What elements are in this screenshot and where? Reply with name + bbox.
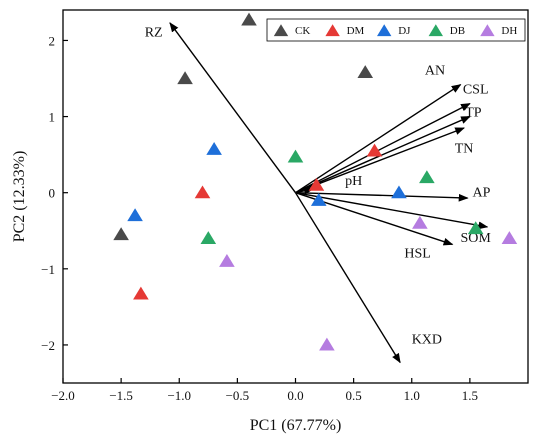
loading-arrow-som: [295, 192, 489, 230]
x-axis-label: PC1 (67.77%): [250, 417, 342, 434]
legend-label-dh: DH: [501, 25, 517, 37]
legend-label-ck: CK: [295, 25, 310, 37]
y-tick-label: −2: [41, 338, 55, 353]
loading-arrow-tp: [295, 115, 471, 194]
point-dj: [206, 142, 222, 155]
loading-arrow-kxd: [294, 192, 401, 364]
point-dj: [391, 185, 407, 199]
axis-ticks: −2.0 −1.5 −1.0 −0.5 0.0 0.5 1.0 1.5 −2 −1 0 1 2: [41, 33, 478, 403]
point-dj: [310, 193, 327, 206]
point-ck: [177, 71, 193, 85]
loading-label-rz: RZ: [145, 26, 163, 41]
loading-label-ap: AP: [473, 186, 491, 201]
loading-arrows: RZ AN CSL TP TN pH AP SOM HSL KXD: [145, 22, 492, 364]
legend-marker-dj: [377, 24, 392, 37]
point-ck: [241, 12, 257, 26]
point-dh: [319, 337, 335, 351]
y-tick-label: −1: [41, 262, 55, 277]
legend-label-db: DB: [450, 25, 465, 37]
x-tick-label: 1.5: [462, 388, 478, 403]
point-dm: [366, 143, 383, 157]
x-tick-label: 0.5: [346, 388, 362, 403]
point-dj: [127, 208, 143, 222]
plot-frame: [62, 9, 529, 384]
legend-marker-dm: [325, 24, 340, 37]
y-tick-label: 0: [49, 186, 56, 201]
loading-label-an: AN: [425, 64, 445, 79]
x-tick-label: 1.0: [404, 388, 420, 403]
point-db: [200, 231, 217, 244]
loading-label-tn: TN: [455, 141, 474, 156]
legend: CK DM DJ DB DH: [266, 18, 526, 42]
legend-marker-ck: [273, 24, 289, 37]
point-dh: [219, 253, 235, 267]
y-tick-label: 1: [49, 110, 56, 125]
loading-label-ph: pH: [345, 174, 362, 189]
x-tick-label: −1.5: [109, 388, 133, 403]
point-ck: [113, 227, 129, 241]
legend-label-dj: DJ: [398, 25, 411, 37]
point-dm: [133, 286, 149, 300]
point-db: [467, 221, 484, 235]
loading-arrow-rz: [169, 22, 297, 194]
legend-marker-dh: [480, 24, 495, 37]
point-dm: [308, 177, 325, 191]
sample-points: [113, 12, 518, 351]
point-db: [419, 170, 435, 184]
legend-label-dm: DM: [347, 25, 365, 37]
loading-arrow-csl: [295, 103, 471, 194]
loading-label-kxd: KXD: [412, 332, 442, 347]
legend-marker-db: [428, 24, 443, 37]
loading-arrow-tn: [295, 127, 465, 194]
loading-label-som: SOM: [461, 231, 492, 246]
loading-label-tp: TP: [465, 106, 482, 121]
x-tick-label: −0.5: [226, 388, 250, 403]
loading-label-csl: CSL: [463, 83, 489, 98]
x-tick-label: −1.0: [167, 388, 191, 403]
point-dh: [501, 231, 518, 244]
loading-label-hsl: HSL: [404, 246, 430, 261]
point-dh: [412, 215, 428, 229]
y-tick-label: 2: [49, 33, 56, 48]
x-tick-label: 0.0: [287, 388, 303, 403]
point-ck: [357, 65, 374, 79]
loading-arrow-an: [295, 84, 462, 194]
point-dm: [194, 185, 211, 199]
loading-arrow-ap: [295, 191, 469, 202]
x-tick-label: −2.0: [51, 388, 75, 403]
point-db: [287, 149, 304, 163]
y-axis-label: PC2 (12.33%): [11, 151, 28, 243]
